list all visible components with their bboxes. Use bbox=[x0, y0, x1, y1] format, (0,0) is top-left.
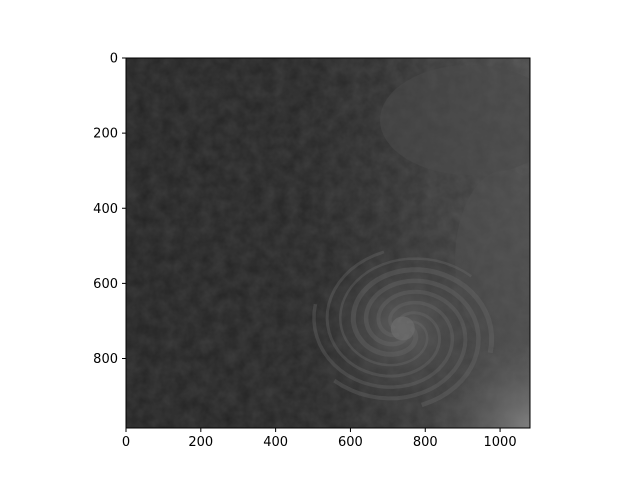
cloud-band-north bbox=[380, 65, 530, 175]
y-tick-label: 800 bbox=[93, 352, 118, 367]
cyclone-spiral-arm bbox=[338, 257, 472, 367]
x-tick-label: 0 bbox=[122, 435, 130, 450]
cyclone-core bbox=[390, 316, 415, 341]
y-tick-label: 0 bbox=[110, 52, 118, 67]
y-axis: 0 200 400 600 800 bbox=[93, 52, 126, 367]
cyclone-spiral-arm bbox=[363, 278, 481, 408]
x-tick-label: 400 bbox=[263, 435, 288, 450]
x-axis: 0 200 400 600 800 1000 bbox=[122, 428, 517, 450]
cyclone-swirl bbox=[307, 233, 498, 424]
cyclone-spiral-arm bbox=[325, 250, 442, 378]
axes-area: 0 200 400 600 800 1000 0 200 400 600 800 bbox=[93, 52, 531, 450]
x-tick-label: 800 bbox=[413, 435, 438, 450]
axes-frame bbox=[125, 57, 531, 429]
cyclone-spiral-arm bbox=[350, 267, 495, 357]
satellite-image bbox=[126, 58, 530, 428]
x-tick-label: 600 bbox=[338, 435, 363, 450]
y-tick-label: 200 bbox=[93, 127, 118, 142]
y-tick-label: 400 bbox=[93, 202, 118, 217]
y-tick-label: 600 bbox=[93, 277, 118, 292]
x-tick-label: 200 bbox=[188, 435, 213, 450]
x-tick-label: 1000 bbox=[484, 435, 517, 450]
cyclone-spiral-arm bbox=[312, 300, 455, 389]
cyclone-spiral-arm bbox=[333, 289, 468, 401]
